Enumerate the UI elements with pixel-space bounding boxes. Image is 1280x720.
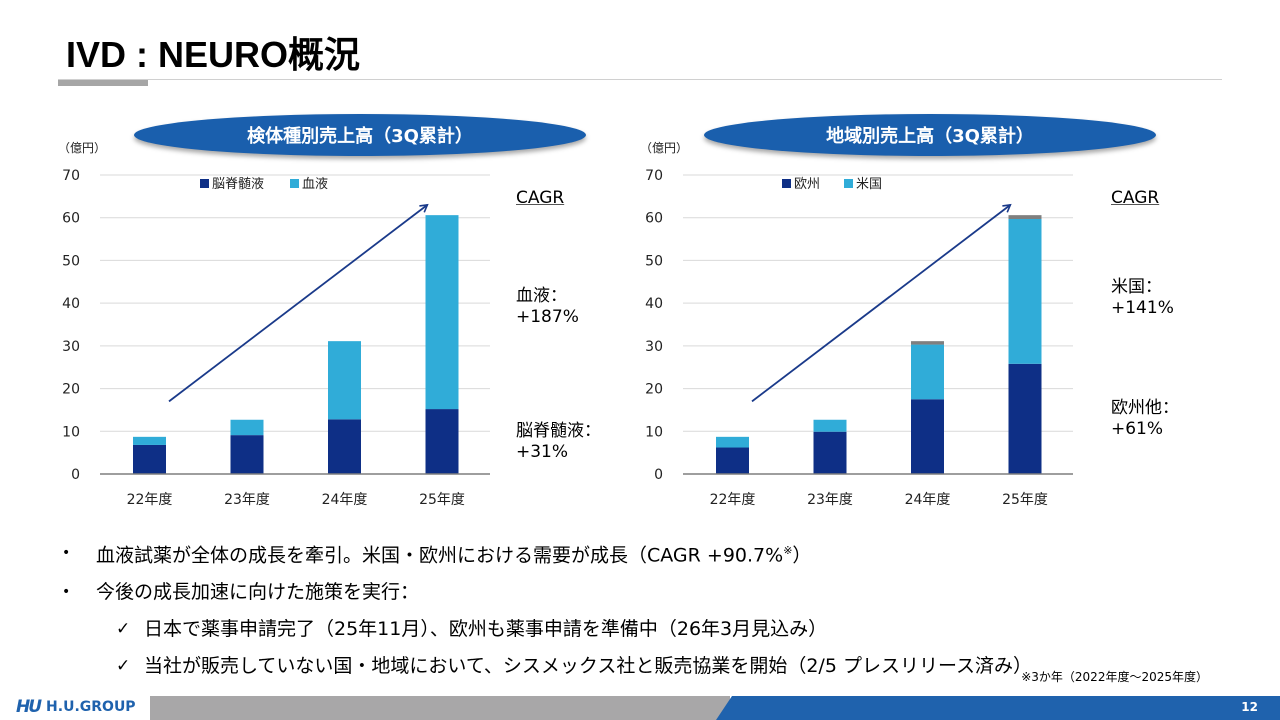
cagr-item-label: 米国： (1111, 277, 1162, 297)
bar-segment (230, 419, 264, 436)
y-tick-label: 20 (645, 382, 663, 398)
cagr-item: 米国： +141% (1111, 277, 1174, 319)
y-tick-label: 10 (62, 424, 80, 440)
bar-segment (1008, 218, 1042, 364)
y-tick-label: 70 (62, 168, 80, 184)
legend-swatch (290, 179, 299, 188)
y-tick-label: 20 (62, 382, 80, 398)
page-number: 12 (1241, 700, 1258, 714)
bullet-text: 今後の成長加速に向けた施策を実行： (96, 581, 420, 604)
trend-arrow (751, 203, 1012, 403)
x-tick-label: 23年度 (224, 492, 270, 508)
bar-segment (716, 447, 749, 474)
y-tick-label: 70 (645, 168, 663, 184)
y-tick-label: 0 (654, 467, 663, 483)
y-tick-label: 60 (62, 211, 80, 227)
y-tick-label: 50 (645, 253, 663, 269)
checkmark-icon: ✓ (116, 656, 131, 677)
bar-segment (230, 435, 264, 474)
bar-segment (425, 409, 459, 474)
trend-arrow (168, 203, 429, 403)
cagr-item-label: 欧州他： (1111, 398, 1179, 418)
x-tick-label: 22年度 (127, 492, 173, 508)
bullet-item: • 血液試薬が全体の成長を牽引。米国・欧州における需要が成長（CAGR +90.… (62, 532, 1032, 574)
bar-segment (1008, 363, 1042, 474)
bar-segment (911, 341, 944, 345)
x-tick-label: 25年度 (1002, 492, 1048, 508)
check-item: ✓ 日本で薬事申請完了（25年11月）、欧州も薬事申請を準備中（26年3月見込み… (62, 611, 1032, 648)
legend-label: 血液 (302, 177, 328, 192)
legend-label: 欧州 (794, 177, 820, 192)
chart-title: 地域別売上高（3Q累計） (826, 126, 1034, 147)
y-tick-label: 30 (645, 339, 663, 355)
y-tick-label: 30 (62, 339, 80, 355)
y-tick-label: 0 (71, 467, 80, 483)
bar-segment (813, 419, 847, 432)
checkmark-icon: ✓ (116, 619, 131, 640)
title-divider (58, 79, 1222, 80)
summary-bullets: • 血液試薬が全体の成長を牽引。米国・欧州における需要が成長（CAGR +90.… (62, 532, 1032, 685)
cagr-item-value: +141% (1111, 298, 1174, 318)
x-tick-label: 22年度 (710, 492, 756, 508)
bar-segment (425, 215, 459, 410)
y-tick-label: 50 (62, 253, 80, 269)
y-tick-label: 40 (645, 296, 663, 312)
check-text: 日本で薬事申請完了（25年11月）、欧州も薬事申請を準備中（26年3月見込み） (144, 618, 828, 641)
cagr-item-label: 脳脊髄液： (516, 421, 601, 441)
cagr-item: 脳脊髄液： +31% (516, 421, 601, 463)
cagr-item-value: +31% (516, 442, 569, 462)
chart-title-pill-specimen: 検体種別売上高（3Q累計） (134, 114, 586, 156)
footnote: ※3か年（2022年度～2025年度） (1021, 670, 1208, 684)
bar-segment (716, 436, 749, 448)
bullet-item: • 今後の成長加速に向けた施策を実行： (62, 574, 1032, 611)
title-accent-bar (58, 80, 148, 86)
y-tick-label: 10 (645, 424, 663, 440)
cagr-item-label: 血液： (516, 286, 567, 306)
check-item: ✓ 当社が販売していない国・地域において、シスメックス社と販売協業を開始（2/5… (62, 648, 1032, 685)
bullet-icon: • (62, 544, 71, 561)
y-unit-label: （億円） (58, 141, 107, 155)
bar-segment (328, 419, 361, 474)
legend-label: 米国 (856, 177, 882, 192)
y-tick-label: 60 (645, 211, 663, 227)
company-logo: HU H.U.GROUP (16, 697, 136, 717)
legend-swatch (200, 179, 209, 188)
cagr-item: 欧州他： +61% (1111, 398, 1179, 440)
x-tick-label: 25年度 (419, 492, 465, 508)
y-unit-label: （億円） (640, 141, 689, 155)
x-tick-label: 23年度 (807, 492, 853, 508)
y-tick-label: 40 (62, 296, 80, 312)
check-text: 当社が販売していない国・地域において、シスメックス社と販売協業を開始（2/5 プ… (144, 655, 1033, 678)
bullet-text: 血液試薬が全体の成長を牽引。米国・欧州における需要が成長（CAGR +90.7%… (96, 544, 812, 567)
logo-mark-icon: HU (16, 697, 42, 717)
legend-swatch (844, 179, 853, 188)
page-title: IVD : NEURO概況 (66, 34, 361, 75)
x-tick-label: 24年度 (905, 492, 951, 508)
cagr-item-value: +187% (516, 307, 579, 327)
footer-blue-bar (716, 696, 1280, 720)
footer-gray-bar (150, 696, 730, 720)
cagr-item-value: +61% (1111, 419, 1164, 439)
cagr-heading: CAGR (516, 188, 565, 208)
legend-swatch (782, 179, 791, 188)
bar-segment (133, 444, 166, 474)
legend-label: 脳脊髄液 (212, 177, 264, 192)
chart-title-pill-region: 地域別売上高（3Q累計） (704, 114, 1156, 156)
bar-segment (911, 344, 944, 400)
x-tick-label: 24年度 (322, 492, 368, 508)
cagr-heading: CAGR (1111, 188, 1160, 208)
bar-segment (911, 399, 944, 474)
chart-title: 検体種別売上高（3Q累計） (247, 126, 473, 147)
bar-segment (813, 431, 847, 474)
bar-segment (328, 341, 361, 420)
bar-segment (133, 436, 166, 445)
cagr-item: 血液： +187% (516, 286, 579, 328)
bar-segment (1008, 215, 1042, 219)
logo-text: H.U.GROUP (46, 699, 136, 715)
bullet-icon: • (62, 584, 71, 601)
